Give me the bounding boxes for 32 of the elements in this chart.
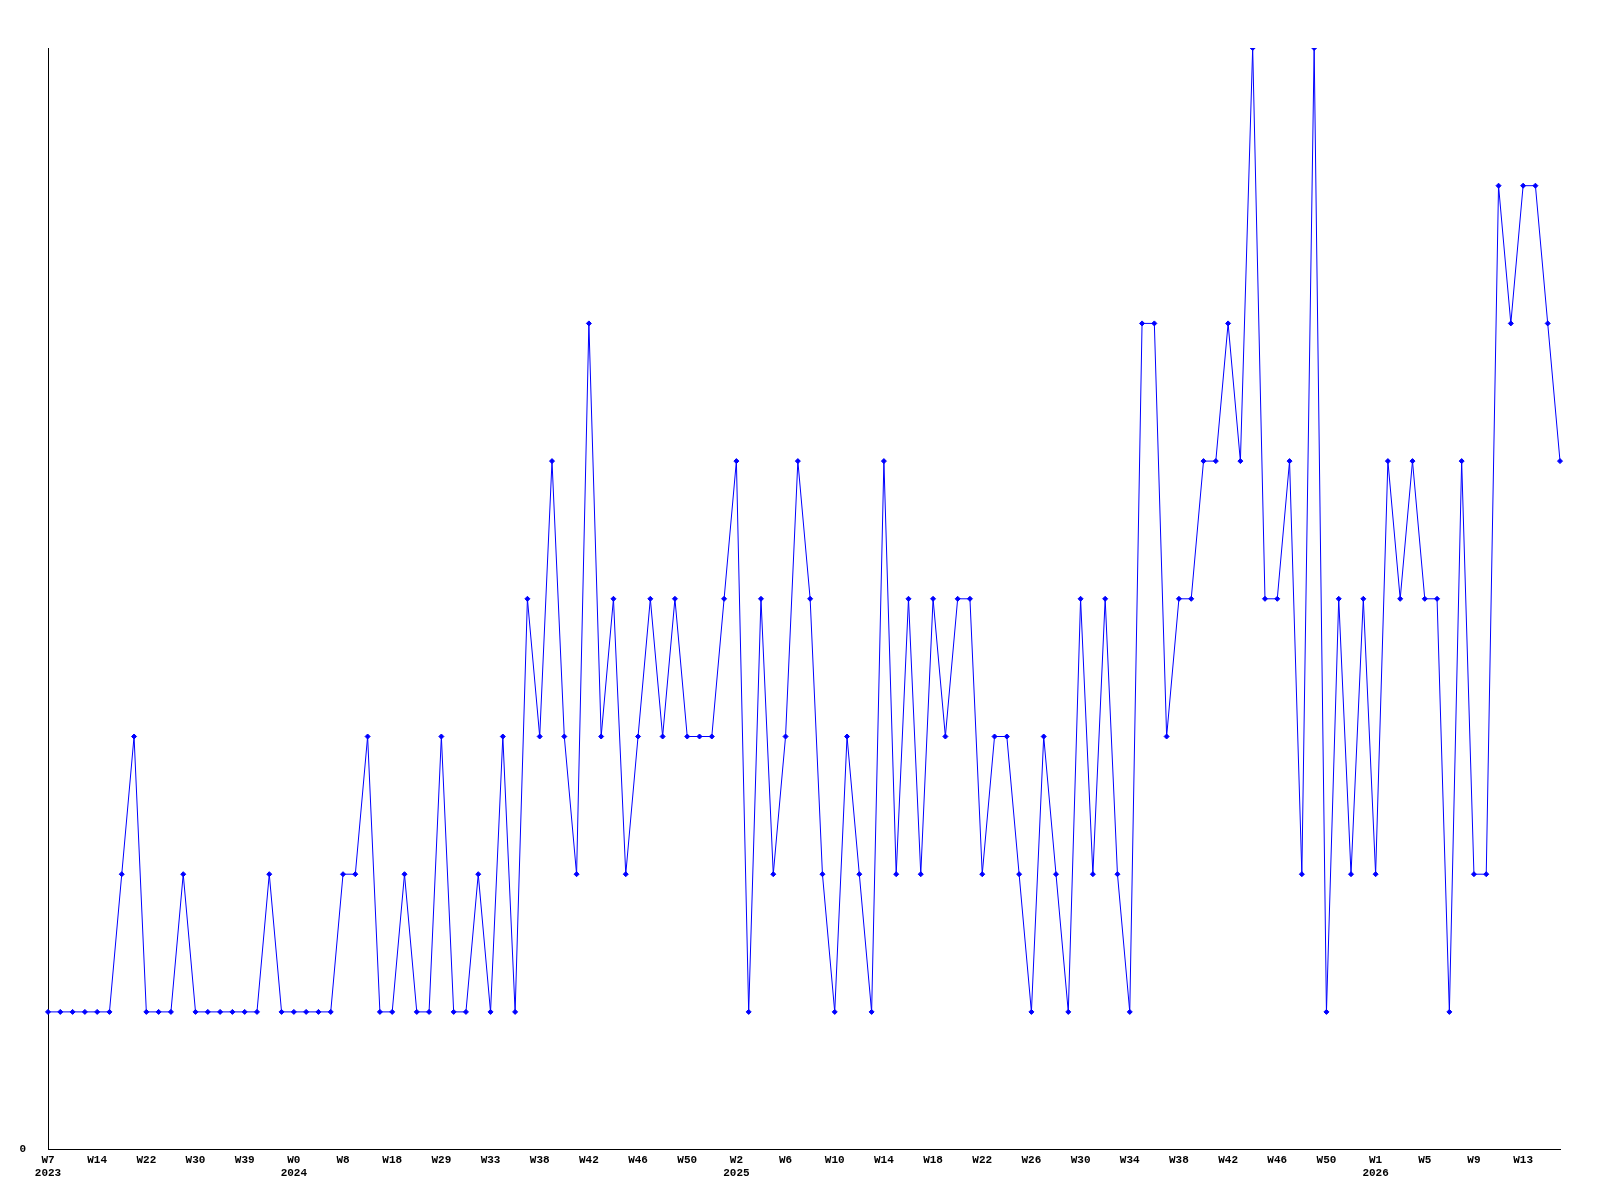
x-tick-label: W6: [778, 1153, 793, 1166]
x-tick-label: W38: [1169, 1153, 1190, 1166]
x-tick-label: W0 2024: [280, 1153, 308, 1180]
x-tick-label: W33: [480, 1153, 501, 1166]
x-tick-label: W7 2023: [34, 1153, 62, 1180]
x-tick-label: W18: [382, 1153, 403, 1166]
x-tick-label: W22: [972, 1153, 993, 1166]
x-tick-label: W8: [336, 1153, 351, 1166]
x-tick-label: W22: [136, 1153, 157, 1166]
x-tick-label: W46: [1267, 1153, 1288, 1166]
x-tick-label: W30: [1070, 1153, 1091, 1166]
x-tick-label: W14: [87, 1153, 108, 1166]
x-tick-label: W42: [578, 1153, 599, 1166]
x-tick-label: W29: [431, 1153, 452, 1166]
x-tick-label: W18: [923, 1153, 944, 1166]
x-tick-label: W26: [1021, 1153, 1042, 1166]
x-tick-label: W46: [628, 1153, 648, 1166]
x-tick-label: W10: [824, 1153, 845, 1166]
x-tick-label: W9: [1467, 1153, 1481, 1166]
x-tick-label: W34: [1119, 1153, 1141, 1166]
x-tick-label: W42: [1218, 1153, 1238, 1166]
x-tick-label: W5: [1418, 1153, 1432, 1166]
x-tick-label: W2 2025: [723, 1153, 750, 1180]
x-tick-label: W1 2026: [1362, 1153, 1389, 1180]
x-tick-label: W13: [1513, 1153, 1534, 1166]
x-tick-label: W30: [185, 1153, 206, 1166]
x-tick-label: W50: [1316, 1153, 1337, 1166]
x-tick-label: W50: [677, 1153, 698, 1166]
x-tick-label: W14: [874, 1153, 895, 1166]
x-tick-label: W39: [234, 1153, 255, 1166]
x-tick-label: W38: [529, 1153, 550, 1166]
text: 0: [19, 1143, 26, 1156]
